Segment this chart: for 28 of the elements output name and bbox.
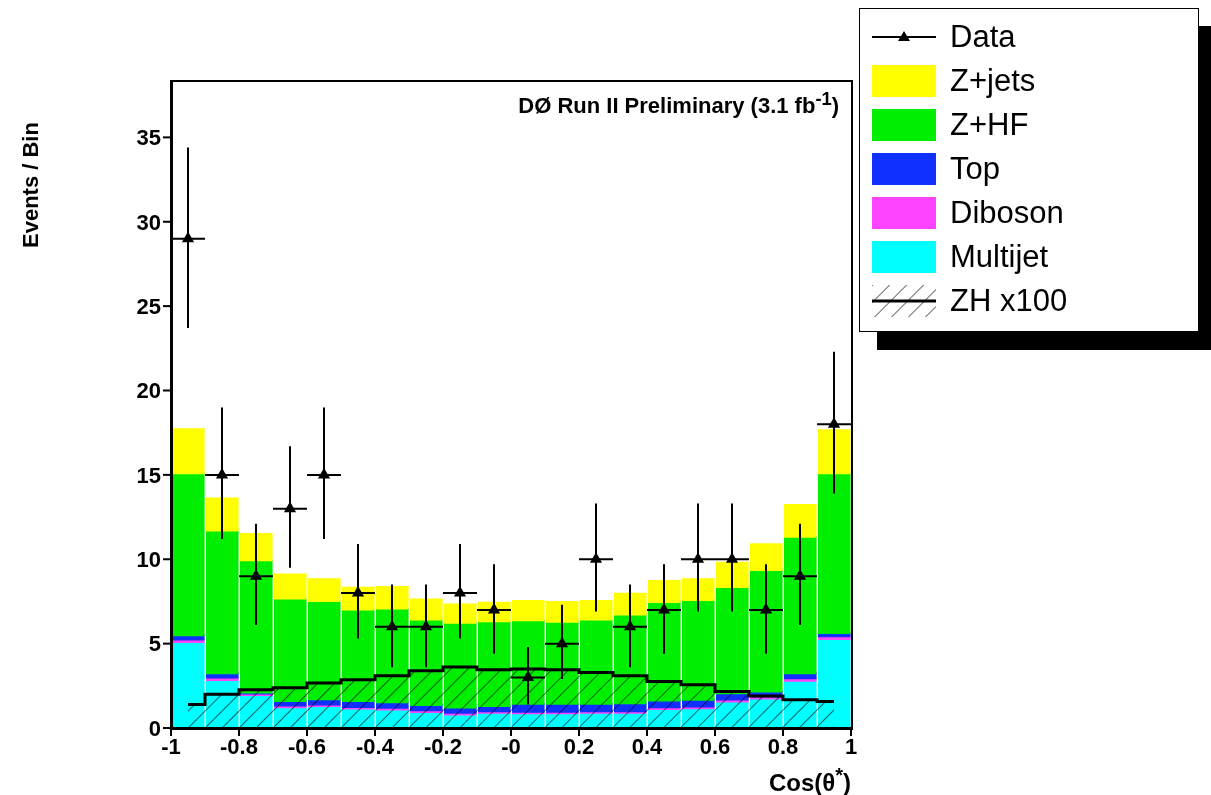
x-tick-label: 0.8	[767, 733, 799, 759]
y-tick-label: 35	[136, 125, 161, 151]
x-tick-label: -0.4	[356, 733, 395, 759]
y-tick-label: 0	[148, 715, 161, 741]
legend-label: Top	[950, 151, 1000, 187]
legend-label: Z+jets	[950, 63, 1036, 99]
x-tick-label: 1	[844, 733, 858, 759]
annotation: DØ Run II Preliminary (3.1 fb$^{-1}$)	[518, 88, 839, 120]
x-tick-label: -0.6	[288, 733, 326, 759]
y-tick-label: 25	[136, 293, 161, 319]
legend-label: Multijet	[950, 239, 1049, 275]
x-tick-label: 0.6	[699, 733, 731, 759]
legend-label: Diboson	[950, 195, 1064, 231]
x-tick-label: 0.4	[631, 733, 664, 759]
y-tick-label: 20	[136, 378, 161, 404]
legend-label: Z+HF	[950, 107, 1029, 143]
y-tick-label: 15	[136, 462, 161, 488]
x-tick-label: -0.8	[220, 733, 258, 759]
y-tick-label: 10	[136, 547, 161, 573]
y-tick-label: 5	[148, 631, 161, 657]
x-tick-label: -0.2	[424, 733, 462, 759]
x-tick-label: -1	[161, 733, 181, 759]
y-tick-label: 30	[136, 209, 161, 235]
y-axis-title: Events / Bin	[18, 122, 44, 248]
x-tick-label: -0	[501, 733, 521, 759]
legend-label: Data	[950, 19, 1016, 55]
legend-label: ZH x100	[950, 283, 1068, 319]
x-tick-label: 0.2	[563, 733, 595, 759]
